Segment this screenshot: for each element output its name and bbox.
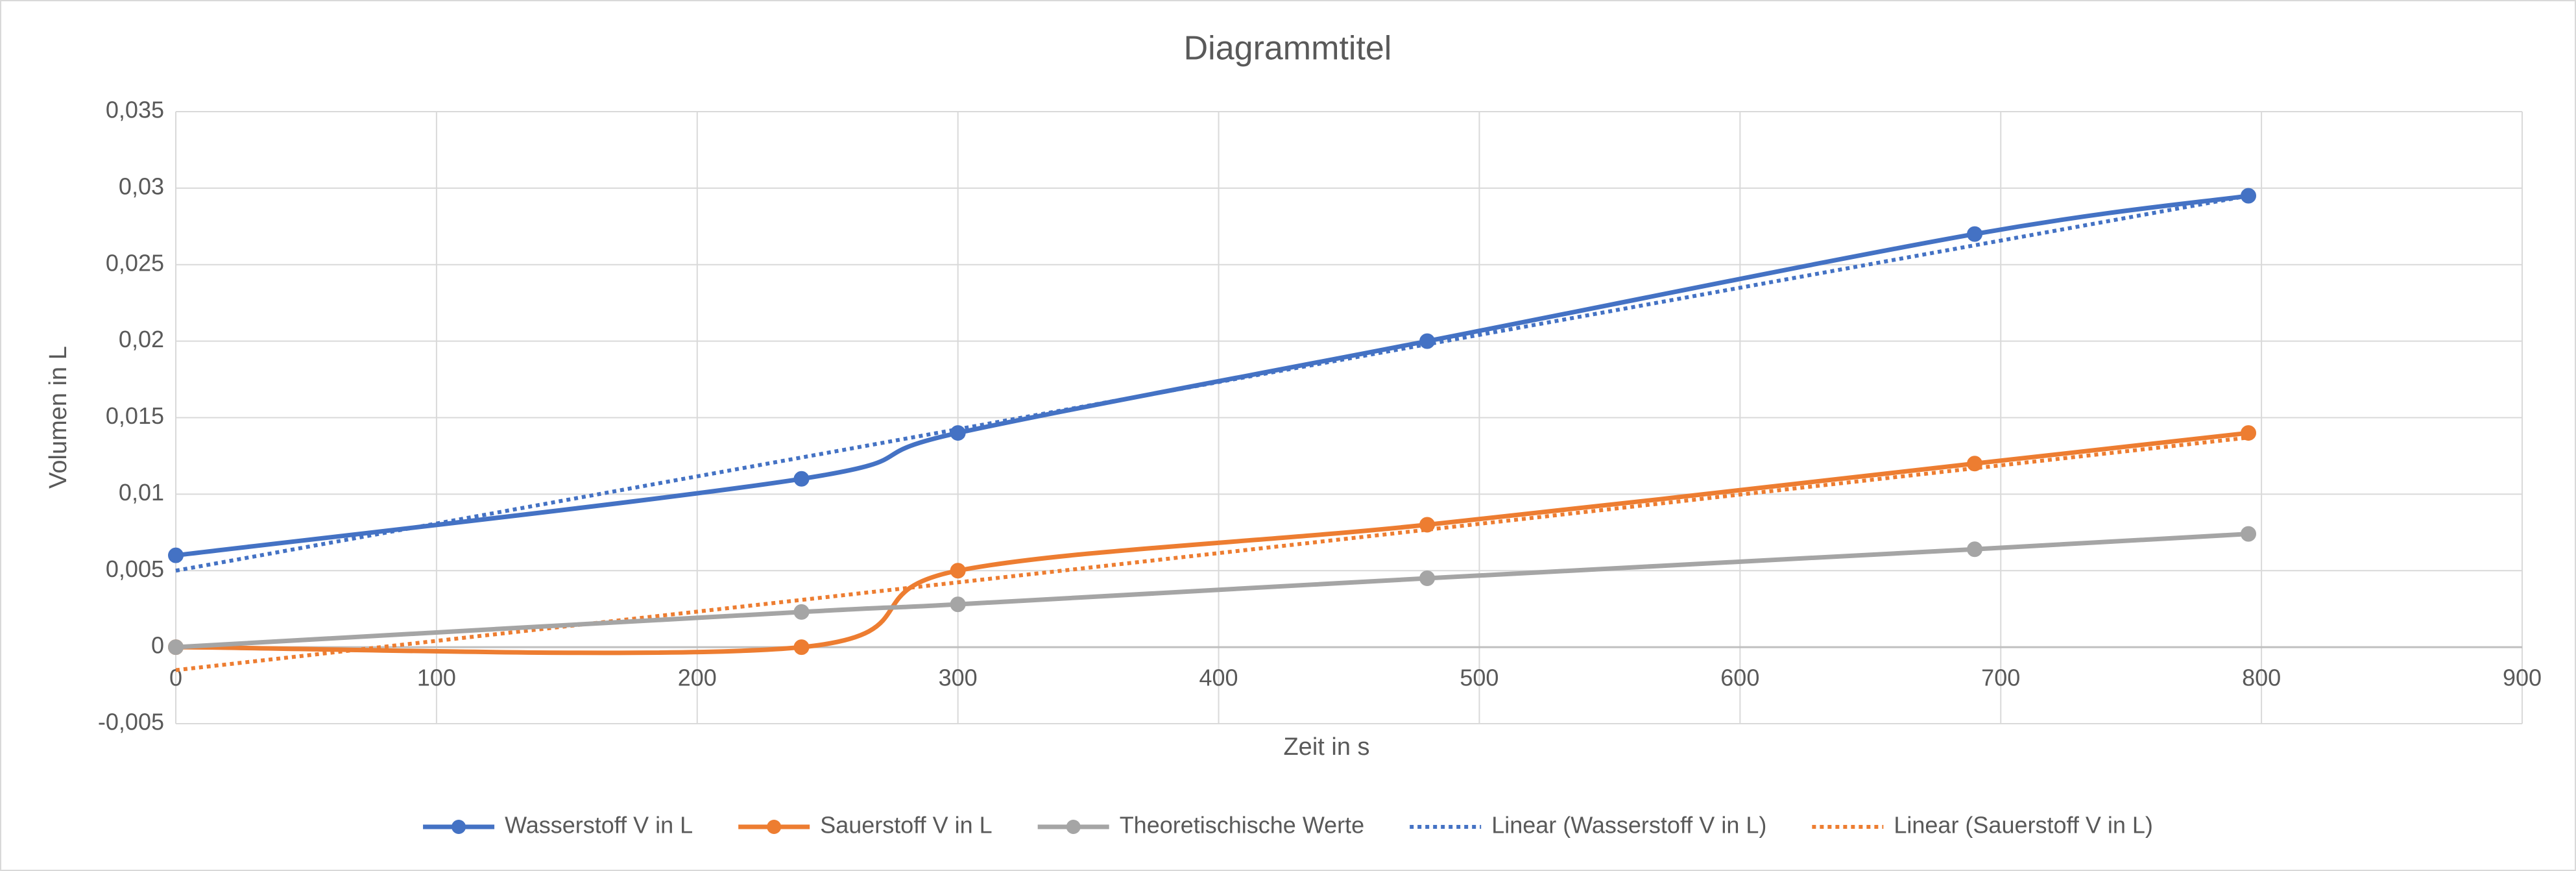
y-tick-label: 0,025 [106, 249, 164, 276]
data-point [950, 425, 966, 441]
data-point [1967, 226, 1983, 242]
data-point [793, 604, 810, 620]
y-axis-title: Volumen in L [45, 346, 72, 489]
data-point [168, 547, 184, 563]
y-tick-label: -0,005 [98, 709, 164, 735]
y-tick-label: 0 [151, 632, 164, 659]
x-tick-label: 800 [2242, 665, 2281, 691]
data-point [2241, 425, 2257, 441]
y-tick-label: 0,035 [106, 97, 164, 123]
y-tick-label: 0,02 [119, 326, 164, 352]
data-point [793, 639, 810, 656]
legend-item: Sauerstoff V in L [738, 812, 993, 839]
x-tick-label: 500 [1460, 665, 1499, 691]
data-point [1419, 333, 1436, 349]
x-tick-label: 700 [1981, 665, 2020, 691]
legend-label: Theoretischische Werte [1120, 812, 1365, 839]
data-point [1967, 541, 1983, 558]
legend-item: Linear (Wasserstoff V in L) [1410, 812, 1766, 839]
chart-title: Diagrammtitel [1184, 30, 1392, 67]
legend-label: Wasserstoff V in L [505, 812, 693, 839]
y-tick-label: 0,005 [106, 556, 164, 582]
x-tick-label: 400 [1199, 665, 1238, 691]
x-tick-label: 200 [678, 665, 717, 691]
data-point [950, 596, 966, 613]
legend-item: Wasserstoff V in L [423, 812, 693, 839]
data-point [1419, 570, 1436, 587]
data-point [168, 639, 184, 656]
legend-label: Linear (Sauerstoff V in L) [1894, 812, 2153, 839]
data-point [1419, 517, 1436, 533]
data-point [793, 471, 810, 487]
y-tick-label: 0,015 [106, 402, 164, 429]
x-tick-label: 100 [417, 665, 456, 691]
legend-item: Theoretischische Werte [1037, 812, 1365, 839]
trend-line [175, 436, 2249, 672]
legend-marker [767, 820, 782, 834]
x-tick-label: 300 [939, 665, 978, 691]
data-point [1967, 456, 1983, 472]
y-tick-label: 0,01 [119, 479, 164, 506]
data-point [2241, 526, 2257, 542]
legend-label: Sauerstoff V in L [820, 812, 993, 839]
data-point [2241, 188, 2257, 204]
x-axis-title: Zeit in s [1283, 733, 1369, 761]
legend-label: Linear (Wasserstoff V in L) [1491, 812, 1766, 839]
y-tick-label: 0,03 [119, 173, 164, 199]
legend-marker [451, 820, 466, 834]
x-tick-label: 600 [1720, 665, 1759, 691]
legend-marker [1066, 820, 1081, 834]
legend-item: Linear (Sauerstoff V in L) [1812, 812, 2153, 839]
x-tick-label: 900 [2503, 665, 2542, 691]
data-point [950, 563, 966, 579]
